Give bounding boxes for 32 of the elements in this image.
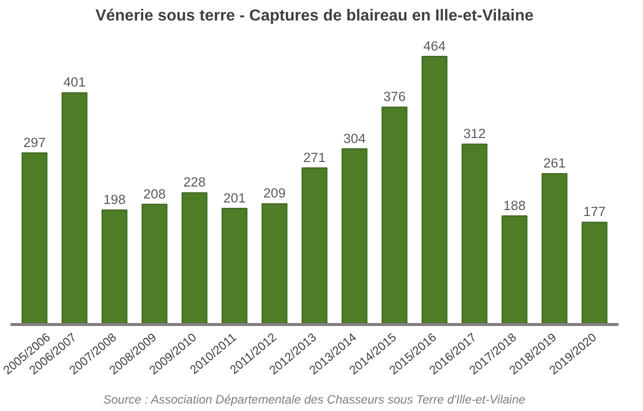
bar <box>382 106 408 324</box>
data-label: 297 <box>23 134 46 150</box>
data-label: 177 <box>583 204 606 220</box>
data-label: 198 <box>103 192 126 208</box>
bar <box>62 92 88 324</box>
bar <box>502 215 528 324</box>
bar <box>582 222 608 324</box>
data-label: 208 <box>143 186 166 202</box>
bar <box>262 203 288 324</box>
data-label: 464 <box>423 38 446 54</box>
chart-title: Vénerie sous terre - Captures de blaireau en Ille-et-Vilaine <box>95 8 534 24</box>
bar <box>302 167 328 324</box>
bar <box>462 144 488 324</box>
data-label: 401 <box>63 74 86 90</box>
bar <box>422 56 448 324</box>
data-label: 209 <box>263 186 286 201</box>
data-label: 304 <box>343 130 366 146</box>
data-label: 271 <box>303 150 326 165</box>
data-label: 261 <box>543 156 566 171</box>
bar <box>222 208 248 324</box>
data-label: 188 <box>503 198 526 213</box>
bar <box>542 173 568 324</box>
bar <box>342 148 368 324</box>
bar <box>182 192 208 324</box>
data-label: 312 <box>463 126 486 142</box>
bar <box>22 152 48 324</box>
data-label: 228 <box>183 174 206 190</box>
data-label: 376 <box>383 89 406 104</box>
bar <box>142 204 168 324</box>
data-label: 201 <box>223 190 246 206</box>
source-note: Source : Association Départementale des Chasseurs sous Terre d'Ille-et-Vilaine <box>103 392 526 406</box>
bar <box>102 210 128 324</box>
